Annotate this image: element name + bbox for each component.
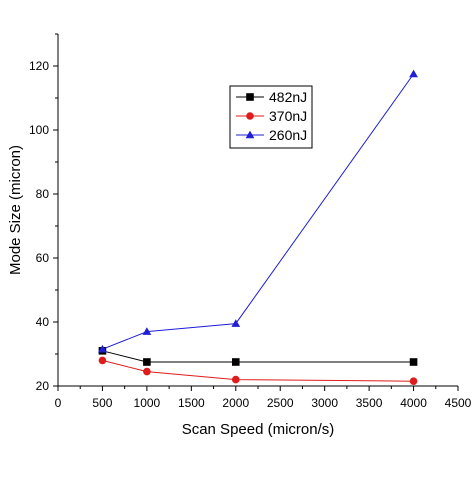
series-260nJ <box>98 69 418 353</box>
data-point-square <box>409 358 418 366</box>
legend-item: 260nJ <box>236 127 307 143</box>
y-tick-label: 100 <box>29 123 49 137</box>
y-tick-label: 60 <box>36 251 50 265</box>
legend-item: 482nJ <box>236 89 307 105</box>
data-point-circle <box>231 375 240 384</box>
x-tick-label: 3500 <box>356 396 383 410</box>
legend-box <box>229 85 313 149</box>
legend-item: 370nJ <box>236 108 307 124</box>
y-tick-label: 40 <box>36 315 50 329</box>
data-point-triangle <box>231 319 241 327</box>
data-point-circle <box>98 356 107 365</box>
x-axis-title: Scan Speed (micron/s) <box>182 421 335 438</box>
data-point-square <box>246 93 254 101</box>
legend-label: 482nJ <box>269 89 307 105</box>
x-tick-label: 1000 <box>134 396 161 410</box>
x-tick-label: 4000 <box>400 396 427 410</box>
series-482nJ <box>98 347 418 366</box>
data-point-triangle <box>409 69 418 78</box>
series-370nJ <box>98 356 418 386</box>
data-point-square <box>231 358 240 366</box>
series-line <box>102 73 414 350</box>
x-tick-label: 1500 <box>178 396 205 410</box>
data-point-triangle <box>245 130 255 139</box>
legend-label: 370nJ <box>269 108 307 124</box>
y-tick-label: 80 <box>36 187 50 201</box>
x-tick-label: 500 <box>92 396 112 410</box>
y-tick-label: 120 <box>29 59 49 73</box>
data-point-circle <box>409 377 418 386</box>
data-point-square <box>143 358 151 366</box>
data-point-triangle <box>142 327 152 335</box>
data-point-triangle <box>98 344 107 353</box>
data-point-circle <box>143 367 151 376</box>
series-line <box>102 359 414 382</box>
x-tick-label: 2000 <box>222 396 249 410</box>
legend-label: 260nJ <box>269 127 307 143</box>
data-point-circle <box>246 112 254 120</box>
x-tick-label: 4500 <box>445 396 472 410</box>
x-tick-label: 2500 <box>267 396 294 410</box>
series-layer <box>98 69 418 386</box>
axes: 0 500 1000 1500 2000 2500 3000 3500 4000 4500 20 40… <box>29 33 472 410</box>
y-tick-label: 20 <box>36 379 50 393</box>
x-tick-label: 0 <box>55 396 62 410</box>
y-axis-title: Mode Size (micron) <box>7 145 24 275</box>
legend: 482nJ 370nJ 260nJ <box>229 85 313 149</box>
series-line <box>102 350 414 363</box>
x-tick-label: 3000 <box>311 396 338 410</box>
